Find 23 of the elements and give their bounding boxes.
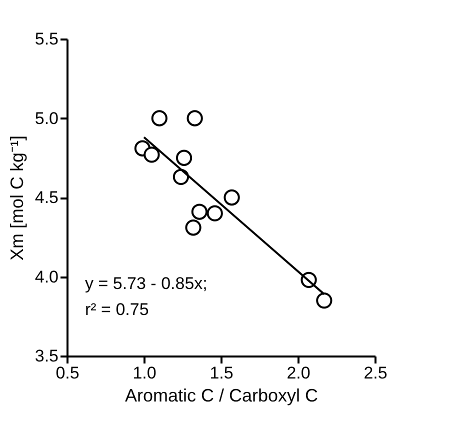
y-tick-label: 3.5 xyxy=(34,346,58,366)
point xyxy=(186,110,203,126)
y-tick-label: 5.5 xyxy=(34,30,58,48)
point xyxy=(176,150,192,166)
point xyxy=(224,189,240,206)
x-tick-label: 1.0 xyxy=(132,364,156,382)
y-axis-title: Xm [mol C kg⁻¹] xyxy=(6,135,27,261)
point xyxy=(151,110,168,126)
x-tick-label: 2.0 xyxy=(286,364,310,382)
point xyxy=(206,205,223,222)
x-axis-title: Aromatic C / Carboxyl C xyxy=(124,386,318,406)
point xyxy=(316,292,332,309)
annotation: y = 5.73 - 0.85x; xyxy=(85,274,208,293)
y-tick-label: 4.0 xyxy=(34,267,58,286)
x-tick-label: 1.5 xyxy=(210,364,234,382)
point xyxy=(185,220,202,236)
x-tick-label: 2.5 xyxy=(364,364,388,382)
y-tick-label: 5.0 xyxy=(34,108,58,128)
x-tick-label: 0.5 xyxy=(56,364,80,382)
annotation: r² = 0.75 xyxy=(85,300,149,319)
point xyxy=(191,204,208,220)
point xyxy=(144,146,160,163)
y-tick-label: 4.5 xyxy=(34,188,58,207)
